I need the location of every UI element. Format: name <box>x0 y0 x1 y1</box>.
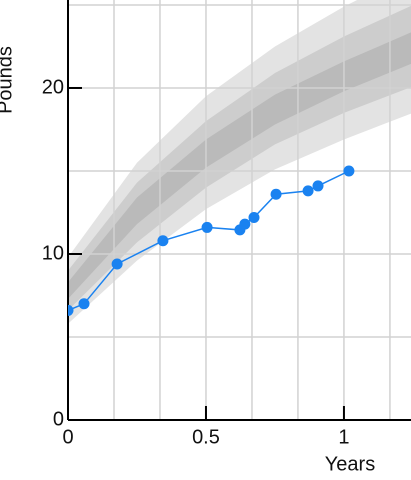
x-tick-label: 0.5 <box>192 426 220 448</box>
y-tick-label: 0 <box>53 408 64 430</box>
y-axis-label: Pounds <box>0 46 16 114</box>
data-point <box>248 211 260 223</box>
data-point <box>343 165 355 177</box>
data-point <box>302 185 314 197</box>
x-tick-label: 1 <box>338 426 349 448</box>
x-tick-label: 0 <box>62 426 73 448</box>
data-point <box>78 298 90 310</box>
x-axis-label: Years <box>325 453 375 475</box>
marks <box>68 165 355 316</box>
data-point <box>201 221 213 233</box>
y-tick-label: 10 <box>42 242 64 264</box>
y-tick-label: 20 <box>42 76 64 98</box>
bands <box>68 0 411 324</box>
axes: 0 10 20 0 0.5 1 <box>42 0 411 448</box>
data-point <box>68 304 74 316</box>
data-point <box>270 188 282 200</box>
percentile-band <box>68 32 411 299</box>
data-point <box>157 235 169 247</box>
data-point <box>111 258 123 270</box>
data-point <box>239 218 251 230</box>
data-point <box>312 180 324 192</box>
